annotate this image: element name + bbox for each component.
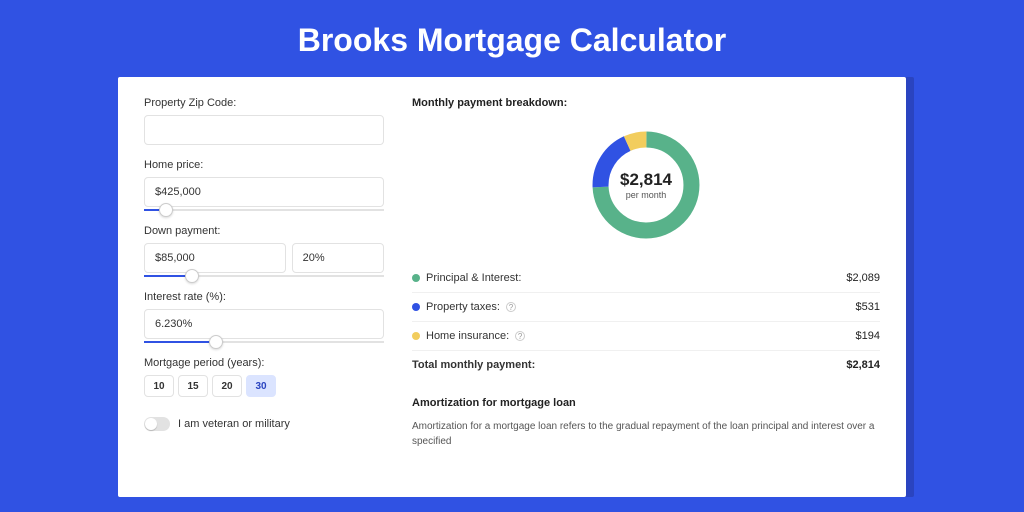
breakdown-label: Property taxes: bbox=[426, 301, 500, 313]
veteran-toggle[interactable] bbox=[144, 417, 170, 431]
breakdown-value: $531 bbox=[856, 301, 880, 313]
period-field: Mortgage period (years): 10152030 bbox=[144, 357, 384, 397]
info-icon[interactable]: ? bbox=[515, 331, 525, 341]
down-payment-label: Down payment: bbox=[144, 225, 384, 237]
breakdown-label: Principal & Interest: bbox=[426, 272, 521, 284]
breakdown-row: Principal & Interest: $2,089 bbox=[412, 263, 880, 292]
veteran-label: I am veteran or military bbox=[178, 418, 290, 430]
breakdown-row: Property taxes:? $531 bbox=[412, 292, 880, 321]
donut-chart: $2,814 per month bbox=[586, 125, 706, 245]
period-label: Mortgage period (years): bbox=[144, 357, 384, 369]
breakdown-panel: Monthly payment breakdown: $2,814 per mo… bbox=[412, 97, 880, 457]
zip-input[interactable] bbox=[144, 115, 384, 145]
home-price-input[interactable] bbox=[144, 177, 384, 207]
period-button-30[interactable]: 30 bbox=[246, 375, 276, 397]
down-payment-amount-input[interactable] bbox=[144, 243, 286, 273]
donut-sub: per month bbox=[620, 190, 672, 200]
calculator-card: Property Zip Code: Home price: Down paym… bbox=[118, 77, 906, 497]
period-button-group: 10152030 bbox=[144, 375, 384, 397]
veteran-row: I am veteran or military bbox=[144, 417, 384, 431]
page-title: Brooks Mortgage Calculator bbox=[0, 0, 1024, 77]
amortization-title: Amortization for mortgage loan bbox=[412, 397, 880, 409]
donut-center: $2,814 per month bbox=[620, 170, 672, 200]
down-payment-pct-input[interactable] bbox=[292, 243, 384, 273]
interest-rate-field: Interest rate (%): bbox=[144, 291, 384, 343]
zip-label: Property Zip Code: bbox=[144, 97, 384, 109]
breakdown-title: Monthly payment breakdown: bbox=[412, 97, 880, 109]
breakdown-value: $194 bbox=[856, 330, 880, 342]
legend-dot bbox=[412, 303, 420, 311]
breakdown-value: $2,089 bbox=[846, 272, 880, 284]
interest-rate-slider-thumb[interactable] bbox=[209, 335, 223, 349]
info-icon[interactable]: ? bbox=[506, 302, 516, 312]
down-payment-slider-thumb[interactable] bbox=[185, 269, 199, 283]
interest-rate-label: Interest rate (%): bbox=[144, 291, 384, 303]
home-price-slider[interactable] bbox=[144, 209, 384, 211]
interest-rate-input[interactable] bbox=[144, 309, 384, 339]
zip-field: Property Zip Code: bbox=[144, 97, 384, 145]
total-label: Total monthly payment: bbox=[412, 359, 535, 371]
breakdown-total-row: Total monthly payment: $2,814 bbox=[412, 350, 880, 379]
home-price-label: Home price: bbox=[144, 159, 384, 171]
home-price-field: Home price: bbox=[144, 159, 384, 211]
period-button-15[interactable]: 15 bbox=[178, 375, 208, 397]
breakdown-rows: Principal & Interest: $2,089 Property taxe… bbox=[412, 263, 880, 379]
down-payment-field: Down payment: bbox=[144, 225, 384, 277]
home-price-slider-thumb[interactable] bbox=[159, 203, 173, 217]
period-button-20[interactable]: 20 bbox=[212, 375, 242, 397]
total-value: $2,814 bbox=[846, 359, 880, 371]
legend-dot bbox=[412, 332, 420, 340]
legend-dot bbox=[412, 274, 420, 282]
breakdown-label: Home insurance: bbox=[426, 330, 509, 342]
amortization-section: Amortization for mortgage loan Amortizat… bbox=[412, 397, 880, 449]
interest-rate-slider[interactable] bbox=[144, 341, 384, 343]
down-payment-slider[interactable] bbox=[144, 275, 384, 277]
donut-chart-wrap: $2,814 per month bbox=[412, 119, 880, 263]
interest-rate-slider-fill bbox=[144, 341, 216, 343]
breakdown-row: Home insurance:? $194 bbox=[412, 321, 880, 350]
toggle-knob bbox=[145, 418, 157, 430]
amortization-text: Amortization for a mortgage loan refers … bbox=[412, 419, 880, 449]
period-button-10[interactable]: 10 bbox=[144, 375, 174, 397]
inputs-panel: Property Zip Code: Home price: Down paym… bbox=[144, 97, 384, 457]
donut-amount: $2,814 bbox=[620, 170, 672, 190]
